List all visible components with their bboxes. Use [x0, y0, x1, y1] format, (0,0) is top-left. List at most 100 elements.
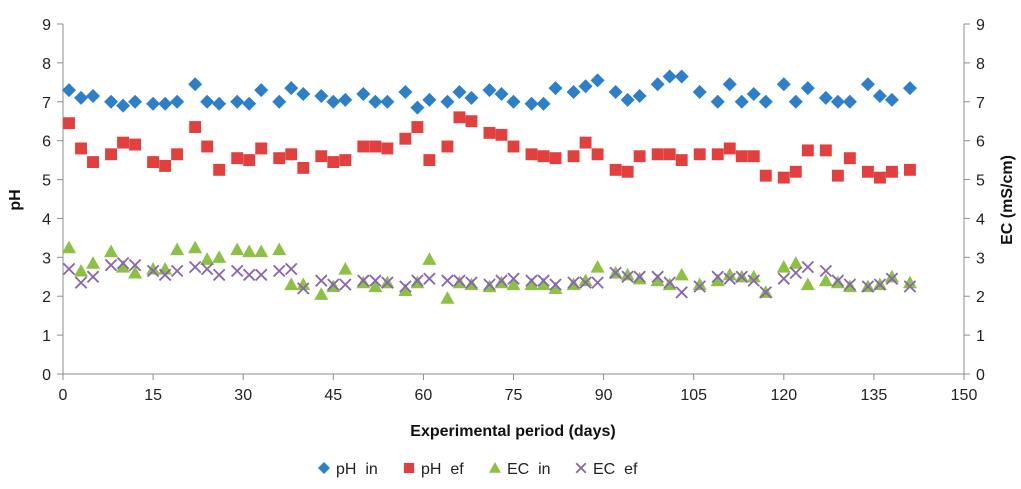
- triangle-marker: [74, 263, 89, 277]
- y-tick-label: 2: [42, 289, 51, 306]
- x-marker: [74, 276, 88, 289]
- triangle-marker: [296, 277, 311, 291]
- square-marker: [403, 462, 415, 474]
- series-0: [62, 69, 917, 115]
- legend-label: EC ef: [593, 461, 638, 478]
- triangle-marker: [674, 267, 689, 281]
- x-marker: [441, 274, 454, 287]
- triangle-marker: [884, 269, 899, 283]
- diamond-marker: [410, 100, 425, 115]
- triangle-marker: [242, 244, 257, 258]
- x-tick-label: 60: [415, 387, 433, 404]
- square-marker: [747, 150, 760, 163]
- square-marker: [525, 148, 538, 161]
- x-marker: [777, 272, 791, 285]
- x-marker: [116, 256, 130, 270]
- square-marker: [87, 156, 99, 169]
- square-marker: [129, 138, 142, 151]
- square-marker: [651, 148, 664, 161]
- square-marker: [735, 150, 748, 163]
- square-marker: [801, 144, 814, 157]
- diamond-marker: [830, 94, 845, 109]
- diamond-marker: [272, 94, 287, 109]
- diamond-marker: [482, 83, 497, 98]
- square-marker: [441, 140, 454, 153]
- x-marker: [230, 264, 244, 278]
- diamond-marker: [188, 77, 203, 92]
- square-marker: [567, 150, 580, 163]
- diamond-marker: [158, 96, 173, 111]
- y-tick-label: 7: [42, 95, 51, 112]
- square-marker: [159, 159, 172, 172]
- diamond-marker: [722, 77, 737, 92]
- triangle-marker: [590, 260, 605, 273]
- diamond-marker: [674, 69, 689, 84]
- square-marker: [369, 140, 382, 153]
- y2-tick-label: 2: [976, 289, 985, 306]
- legend-label: EC in: [507, 461, 551, 478]
- diamond-marker: [608, 85, 623, 100]
- diamond-marker: [566, 85, 581, 100]
- square-marker: [777, 171, 790, 184]
- diamond-marker: [494, 87, 509, 101]
- diamond-marker: [452, 85, 467, 100]
- y-axis-title: pH: [7, 189, 24, 210]
- x-marker: [273, 264, 286, 278]
- square-marker: [633, 150, 646, 163]
- legend-item: EC ef: [575, 461, 638, 478]
- triangle-marker: [86, 256, 101, 269]
- x-marker: [423, 272, 436, 285]
- x-tick-label: 105: [680, 387, 707, 404]
- triangle-marker: [62, 240, 77, 254]
- square-marker: [201, 140, 214, 153]
- triangle-marker: [422, 252, 437, 265]
- x-marker: [575, 462, 587, 474]
- legend-item: pH in: [318, 461, 378, 478]
- square-marker: [495, 128, 508, 141]
- x-marker: [735, 270, 748, 284]
- x-tick-label: 135: [861, 387, 888, 404]
- square-marker: [693, 148, 706, 161]
- square-marker: [591, 148, 604, 161]
- square-marker: [873, 171, 886, 184]
- square-marker: [711, 148, 724, 161]
- diamond-marker: [380, 94, 395, 109]
- x-tick-label: 75: [505, 387, 523, 404]
- square-marker: [831, 169, 844, 182]
- x-marker: [170, 264, 184, 278]
- x-marker: [212, 268, 226, 282]
- x-tick-label: 30: [234, 387, 252, 404]
- diamond-marker: [116, 98, 131, 113]
- triangle-marker: [230, 242, 245, 256]
- series-3: [62, 256, 917, 299]
- square-marker: [483, 126, 496, 139]
- square-marker: [423, 154, 436, 167]
- triangle-marker: [650, 273, 665, 287]
- x-tick-label: 15: [144, 387, 162, 404]
- diamond-marker: [818, 90, 833, 105]
- triangle-marker: [506, 277, 521, 291]
- x-marker: [483, 278, 496, 291]
- x-marker: [861, 280, 875, 293]
- square-marker: [171, 148, 184, 161]
- x-marker: [567, 276, 580, 289]
- diamond-marker: [590, 73, 605, 88]
- square-marker: [315, 150, 328, 163]
- square-marker: [297, 161, 310, 174]
- x-marker: [621, 270, 634, 284]
- square-marker: [189, 121, 202, 134]
- triangle-marker: [818, 273, 833, 287]
- diamond-marker: [356, 87, 371, 101]
- triangle-marker: [800, 277, 815, 291]
- square-marker: [579, 136, 592, 149]
- square-marker: [609, 163, 622, 176]
- square-marker: [549, 152, 562, 165]
- diamond-marker: [318, 462, 330, 474]
- diamond-marker: [620, 92, 635, 107]
- x-marker: [651, 270, 664, 284]
- square-marker: [357, 140, 370, 153]
- square-marker: [213, 163, 226, 176]
- x-marker: [873, 278, 887, 291]
- diamond-marker: [242, 96, 257, 111]
- x-marker: [885, 272, 899, 285]
